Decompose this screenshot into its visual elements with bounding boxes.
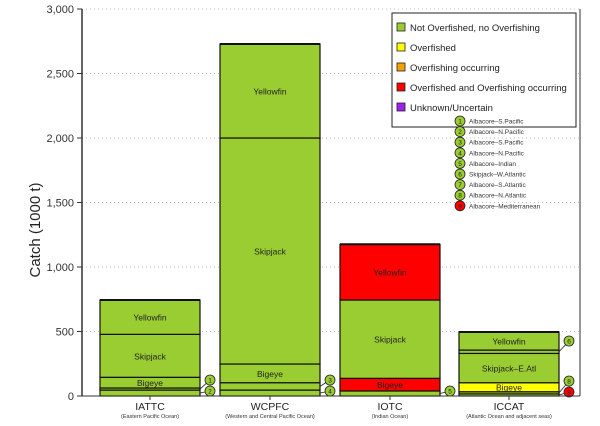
legend-swatch — [396, 62, 406, 72]
y-axis-label: Catch (1000 t) — [27, 182, 44, 277]
key-marker-number: 4 — [458, 150, 462, 157]
key-marker — [454, 115, 466, 127]
key-marker — [454, 157, 466, 169]
key-marker — [454, 126, 466, 138]
stock-marker-number: 4 — [328, 389, 332, 396]
x-tick-sublabel: (Eastern Pacific Ocean) — [121, 414, 179, 420]
key-label: Albacore–S.Pacific — [469, 119, 524, 126]
y-tick-label: 1,000 — [46, 262, 74, 274]
stock-marker-number: 3 — [328, 378, 332, 385]
key-marker-number: 8 — [458, 193, 462, 200]
y-tick-label: 1,500 — [46, 198, 74, 210]
stock-marker-number: 6 — [567, 339, 571, 346]
bar-segment — [219, 137, 321, 365]
y-tick-label: 500 — [56, 327, 74, 339]
legend-box — [391, 12, 577, 128]
x-tick-sublabel: (Western and Central Pacific Ocean) — [225, 414, 315, 420]
segment-label: Skipjack — [254, 247, 286, 257]
key-label: Albacore–Indian — [469, 161, 516, 168]
legend-swatch — [396, 82, 406, 92]
key-label: Albacore–Mediterranean — [469, 203, 541, 210]
bar-segment — [219, 43, 321, 139]
stock-marker-number: 2 — [208, 389, 212, 396]
key-marker-number: 5 — [458, 161, 462, 168]
bar-segment — [219, 382, 321, 391]
segment-label: Yellowfin — [492, 337, 526, 347]
stock-marker — [563, 335, 575, 347]
bar-segment — [339, 299, 441, 379]
segment-label: Yellowfin — [253, 86, 287, 96]
key-marker — [454, 136, 466, 148]
x-tick-sublabel: (Indian Ocean) — [372, 414, 409, 420]
x-tick-label: ICCAT — [494, 401, 525, 413]
stock-marker-number: 9 — [567, 390, 571, 397]
stock-marker-number: 1 — [208, 378, 212, 385]
key-label: Albacore–S.Atlantic — [469, 182, 526, 189]
segment-label: Yellowfin — [373, 268, 407, 278]
x-tick-label: IOTC — [377, 401, 402, 413]
key-marker-number: 1 — [458, 119, 462, 126]
bar-segment — [458, 352, 560, 384]
gridlines — [82, 8, 580, 332]
axes: 0 500 1,000 1,500 2,000 2,500 3,000 IATTC(Easte… — [46, 4, 581, 420]
key-marker — [454, 147, 466, 159]
key-marker — [454, 189, 466, 201]
key-label: Albacore–N.Atlantic — [469, 193, 527, 200]
segment-label: Skipjack — [134, 351, 166, 361]
segment-label: Bigeye — [496, 383, 522, 393]
legend-label: Overfishing occurring — [410, 63, 500, 74]
legend-swatch — [396, 22, 406, 32]
key-marker — [454, 179, 466, 191]
x-tick-sublabel: (Atlantic Ocean and adjacent seas) — [466, 414, 552, 420]
bar-segment — [99, 389, 201, 397]
stock-marker — [563, 386, 575, 398]
stock-marker — [204, 374, 216, 386]
key-marker — [454, 168, 466, 180]
legend-swatch — [396, 42, 406, 52]
stock-marker-number: 5 — [448, 389, 452, 396]
bar-segment — [99, 299, 201, 335]
bar-segment — [219, 389, 321, 397]
bar-segment — [339, 390, 441, 397]
key-label: Skipjack–W.Atlantic — [469, 172, 526, 179]
stock-marker-number: 8 — [567, 379, 571, 386]
y-tick-label: 2,000 — [46, 133, 74, 145]
key-marker-number: 2 — [458, 129, 462, 136]
segment-label: Bigeye — [257, 369, 283, 379]
legend-label: Overfished — [410, 43, 456, 54]
key-label: Albacore–S.Pacific — [469, 140, 524, 147]
legend-label: Unknown/Uncertain — [410, 103, 493, 114]
segment-label: Bigeye — [137, 378, 163, 388]
key-marker-number: 3 — [458, 140, 462, 147]
key-marker-number: 9 — [458, 203, 462, 210]
y-tick-label: 3,000 — [46, 4, 74, 16]
key-marker — [454, 200, 466, 212]
x-tick-label: WCPFC — [251, 401, 290, 413]
y-tick-label: 0 — [68, 391, 74, 403]
x-tick-label: IATTC — [135, 401, 165, 413]
key-label: Albacore–N.Pacific — [469, 129, 525, 136]
key-marker-number: 7 — [458, 182, 462, 189]
segment-label: Skipjack–E.Atl — [482, 364, 536, 374]
bars: Bigeye Skipjack Yellowfin 2 1 Bigeye Skipjack Y… — [99, 42, 575, 398]
stock-marker — [563, 375, 575, 387]
segment-label: Skipjack — [374, 335, 406, 345]
segment-label: Bigeye — [377, 380, 403, 390]
legend-swatch — [396, 102, 406, 112]
key-label: Albacore–N.Pacific — [469, 150, 525, 157]
segment-label: Yellowfin — [133, 313, 167, 323]
legend-label: Overfished and Overfishing occurring — [410, 83, 567, 94]
stock-marker — [324, 374, 336, 386]
legend-label: Not Overfished, no Overfishing — [410, 23, 540, 34]
y-tick-label: 2,500 — [46, 69, 74, 81]
legend: Not Overfished, no Overfishing Overfished… — [391, 12, 577, 128]
key-marker-number: 6 — [458, 172, 462, 179]
bar-segment — [339, 243, 441, 301]
